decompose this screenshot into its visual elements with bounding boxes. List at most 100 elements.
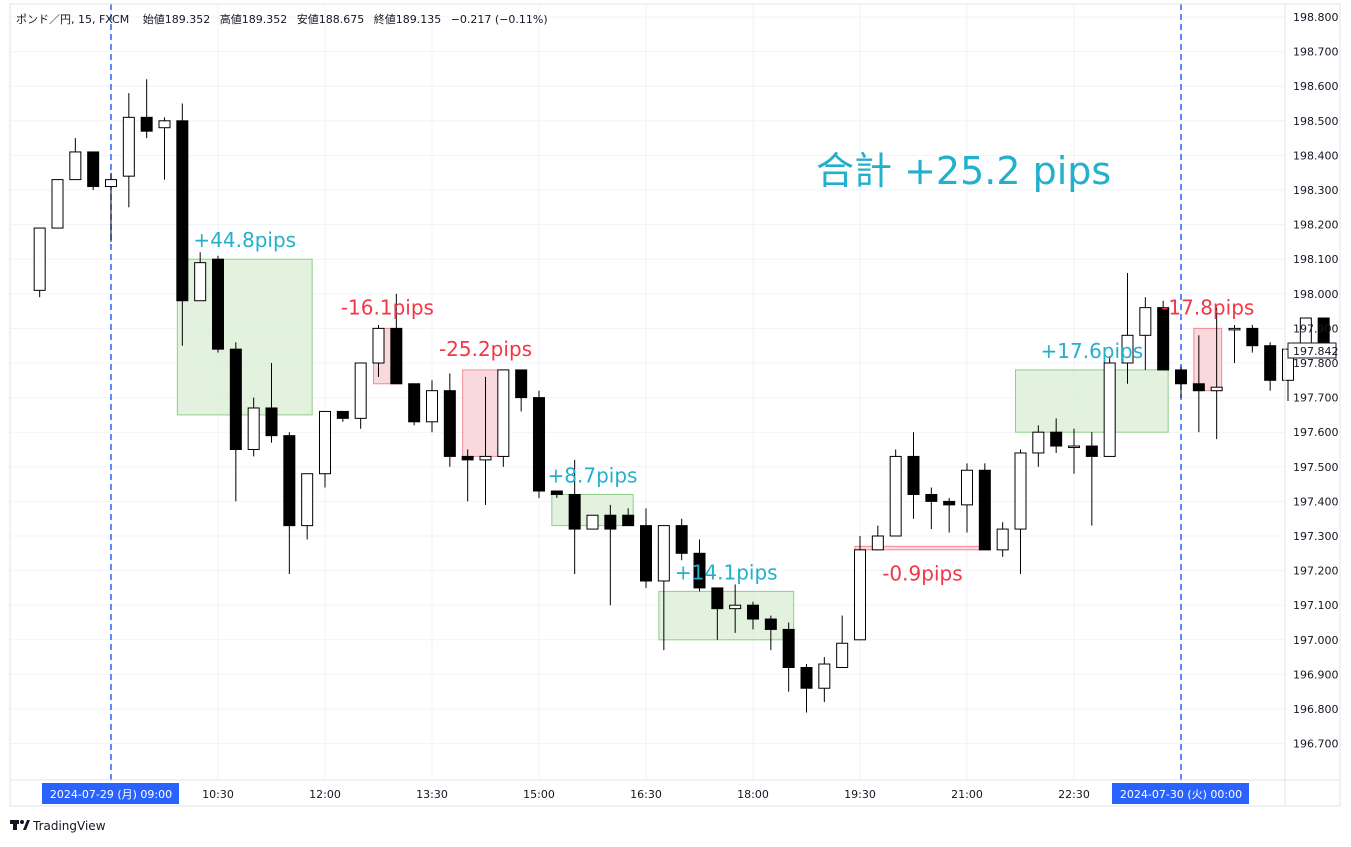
candle-body-down [283,435,296,527]
candle [1121,273,1134,384]
symbol-info: ポンド／円, 15, FXCM [16,13,129,26]
price-axis[interactable]: 198.800 198.700 198.600 198.500 198.400 198.3… [1293,11,1339,751]
candle-body-down [212,258,224,350]
candle-body-down [461,455,474,461]
candle-body-up [69,151,82,181]
candle-body-up [372,327,385,364]
candle-body-up [105,179,117,188]
candle [158,117,171,180]
y-tick-label: 197.800 [1293,357,1339,370]
candle-body-down [782,628,795,668]
candle-body-down [1050,431,1063,447]
candle-body-up [194,262,207,302]
x-tick-label: 13:30 [416,788,448,801]
candle-body-down [800,666,813,689]
candle-body-up [996,528,1009,551]
candle [140,79,153,139]
x-tick-label: 22:30 [1058,788,1090,801]
candle [354,362,367,429]
candle-body-down [533,397,545,492]
candle [194,252,207,302]
candle-body-down [87,151,100,188]
loss-trade-box [1193,327,1223,392]
candle [854,536,866,641]
candle-body-up [319,410,331,475]
candle-body-up [426,390,438,423]
candle [319,410,331,488]
x-tick-label: 18:00 [737,788,769,801]
y-tick-label: 198.100 [1293,253,1339,266]
candle [1157,300,1170,371]
y-tick-label: 197.900 [1293,322,1339,335]
candle-body-up [122,116,135,177]
x-tick-label: 16:30 [630,788,662,801]
candle-body-down [550,490,563,495]
candle-body-down [1085,445,1098,457]
y-tick-label: 198.400 [1293,149,1339,162]
candle [640,508,652,588]
ohlc-high: 高値189.352 [220,12,288,26]
x-tick-label: 2024-07-30 (火) 00:00 [1120,788,1242,801]
candle-body-up [836,642,849,668]
tradingview-branding[interactable]: TradingView [10,819,106,833]
candle-body-down [1264,345,1277,381]
y-tick-label: 198.800 [1293,11,1339,24]
x-tick-label: 10:30 [202,788,234,801]
candle-body-up [1139,307,1152,336]
candle [283,432,296,575]
x-tick-label: 19:30 [844,788,876,801]
candle [604,504,617,606]
trade-result-label: +17.6pips [1041,339,1144,363]
candle-body-down [764,618,777,630]
candle [461,449,474,502]
candle [1085,432,1098,526]
candle [33,227,46,298]
chart-frame [9,3,1341,807]
trade-result-label: -0.9pips [882,561,962,585]
candle [87,151,100,190]
y-tick-label: 197.700 [1293,392,1339,405]
candle [782,622,795,692]
y-tick-label: 198.600 [1293,80,1339,93]
candle-body-up [301,473,314,527]
trade-labels: +44.8pips -16.1pips-25.2pips +8.7pips +14.1… [193,228,1254,585]
candle [818,657,831,703]
candle-body-up [1103,362,1116,457]
candle-body-up [479,455,492,461]
candle [978,463,991,551]
date-tag-box [42,783,179,804]
candle-body-up [354,362,367,419]
price-tag-value: 197.842 [1293,345,1339,358]
ohlc-low: 安値188.675 [297,12,365,26]
price-tag-box [1287,342,1337,359]
candle-body-down [978,469,991,551]
profit-trade-box [658,590,795,641]
ohlc-open: 始値189.352 [143,12,211,26]
candle [1139,297,1152,370]
y-tick-label: 198.200 [1293,219,1339,232]
candle-body-up [1210,386,1223,392]
candle-body-down [1175,369,1187,385]
time-axis[interactable]: 2024-07-29 (月) 09:00 10:30 12:00 13:30 15:00… [42,783,1249,804]
candle-body-down [443,390,456,457]
chart-header: ポンド／円, 15, FXCM 始値189.352 高値189.352 安値18… [16,12,548,26]
candle [212,255,224,353]
y-tick-label: 197.200 [1293,565,1339,578]
candle [622,508,635,527]
date-tag-box [1112,783,1249,804]
candle-body-down [675,525,688,554]
candle-body-up [854,549,866,641]
candle [800,664,813,713]
candle-body-down [640,525,652,582]
candle [907,432,920,519]
total-pips-label: 合計 +25.2 pips [816,149,1111,193]
candle [693,539,706,592]
candle [229,342,242,502]
candle-body-down [229,348,242,450]
y-tick-label: 198.700 [1293,46,1339,59]
x-tick-label: 2024-07-29 (月) 09:00 [50,788,172,801]
candle [568,459,581,575]
x-tick-label: 12:00 [309,788,341,801]
